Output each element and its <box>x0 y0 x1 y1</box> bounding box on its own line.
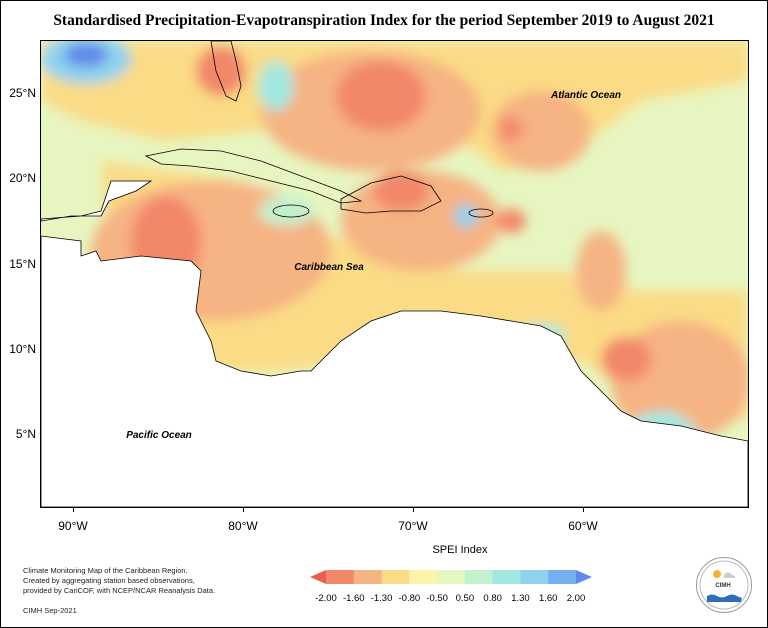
wet-core-gulf <box>64 43 108 67</box>
lon-tick-80w <box>243 507 244 512</box>
mainland-land <box>41 235 748 507</box>
logo-text: CIMH <box>715 583 731 589</box>
spei-map: Atlantic Ocean Caribbean Sea Pacific Oce… <box>40 40 749 508</box>
dry-zone-atlantic-north <box>491 91 591 171</box>
cimh-logo <box>696 557 752 613</box>
dry-core-florida <box>196 46 246 96</box>
legend-tick-label: -1.30 <box>370 593 393 604</box>
dry-core-virgin-islands <box>496 209 526 233</box>
legend-tick-label: 0.50 <box>455 593 475 604</box>
lat-label-20n: 20°N <box>9 171 36 185</box>
logo-sun-icon <box>713 570 721 578</box>
lat-label-5n: 5°N <box>15 427 36 441</box>
legend-tick-label: 1.60 <box>538 593 558 604</box>
map-title: Standardised Precipitation-Evapotranspir… <box>53 12 715 29</box>
lon-tick-90w <box>73 507 74 512</box>
legend-swatch <box>464 570 494 584</box>
neutral-zone-atlantic <box>641 121 748 221</box>
dry-core-atlantic <box>499 117 523 141</box>
wet-zone-bahamas-west <box>258 61 294 111</box>
legend-tick-label: 2.00 <box>566 593 586 604</box>
lon-tick-60w <box>583 507 584 512</box>
caribbean-sea-label: Caribbean Sea <box>294 262 364 273</box>
lat-label-25n: 25°N <box>9 86 36 100</box>
logo-wave-icon <box>707 594 742 602</box>
hispaniola-outline <box>340 175 442 214</box>
legend-swatch <box>492 570 521 584</box>
florida-outline <box>210 41 242 102</box>
legend-tick-label: -0.80 <box>398 593 421 604</box>
wet-zone-jamaica <box>258 196 314 226</box>
lat-label-10n: 10°N <box>9 342 36 356</box>
legend-arrow-high <box>576 570 592 584</box>
legend-arrow-low <box>310 570 326 584</box>
legend-tick-label: 0.80 <box>483 593 502 604</box>
lon-tick-70w <box>413 507 414 512</box>
dry-core-guyana-coast <box>601 337 651 381</box>
credits-line-1: Climate Monitoring Map of the Caribbean … <box>23 566 188 575</box>
land-masses <box>41 41 748 507</box>
credits-line-3: provided by CariCOF, with NCEP/NCAR Rean… <box>23 586 216 595</box>
legend-swatch <box>548 570 577 584</box>
legend-swatch <box>409 570 438 584</box>
legend-tick-label: -1.60 <box>342 593 365 604</box>
legend-swatch <box>381 570 410 584</box>
lon-label-70w: 70°W <box>398 519 428 533</box>
legend-swatch <box>326 570 355 584</box>
lon-label-90w: 90°W <box>58 519 88 533</box>
legend-swatch <box>437 570 466 584</box>
dry-core-bahamas <box>336 61 426 131</box>
legend-tick-label: -0.50 <box>426 593 448 604</box>
pacific-ocean-label: Pacific Ocean <box>126 430 192 441</box>
puerto-rico-outline <box>468 208 494 218</box>
lat-label-15n: 15°N <box>9 257 36 271</box>
legend-title: SPEI Index <box>432 544 488 556</box>
atlantic-ocean-label: Atlantic Ocean <box>550 90 621 101</box>
lon-label-60w: 60°W <box>568 519 598 533</box>
color-scale-bar <box>310 570 592 584</box>
credits-line-2: Created by aggregating station based obs… <box>23 576 195 585</box>
dry-core-hispaniola <box>373 171 429 211</box>
logo-cloud-icon <box>724 572 735 578</box>
lon-label-80w: 80°W <box>228 519 258 533</box>
credits-line-4: CIMH Sep-2021 <box>23 606 77 615</box>
dry-zone-lesser-antilles <box>576 231 626 311</box>
legend-tick-label: 1.30 <box>511 593 530 604</box>
legend-swatch <box>520 570 549 584</box>
jamaica-outline <box>272 204 310 218</box>
logo-ring <box>699 560 749 610</box>
legend-tick-label: -2.00 <box>315 593 337 604</box>
cuba-outline <box>144 148 363 204</box>
yucatan-land <box>41 180 153 222</box>
legend-swatch <box>353 570 383 584</box>
